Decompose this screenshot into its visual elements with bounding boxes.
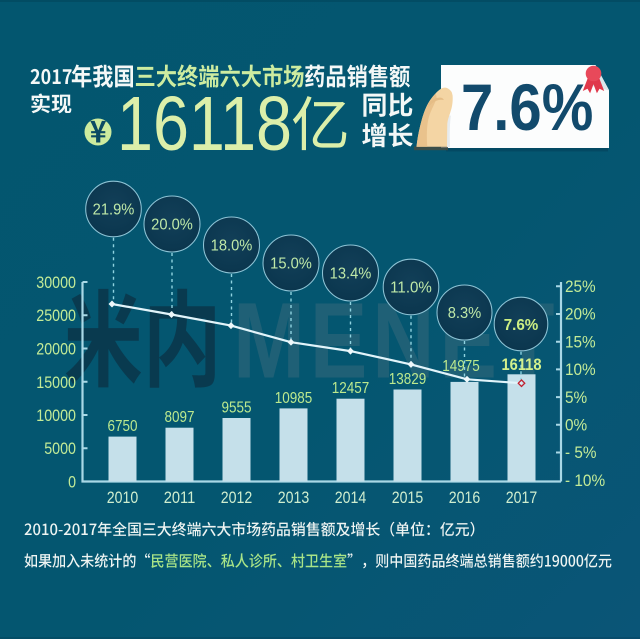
svg-text:2013: 2013 (278, 489, 310, 507)
svg-text:20.0%: 20.0% (151, 217, 193, 234)
svg-text:- 10%: - 10% (565, 472, 605, 490)
svg-text:13829: 13829 (389, 371, 427, 388)
svg-text:5%: 5% (565, 389, 587, 407)
svg-text:10000: 10000 (36, 406, 76, 425)
svg-text:2015: 2015 (392, 489, 424, 507)
svg-text:8097: 8097 (165, 409, 195, 426)
svg-text:16118: 16118 (502, 356, 542, 374)
svg-text:10985: 10985 (275, 390, 313, 407)
svg-text:15%: 15% (565, 333, 596, 351)
svg-text:9555: 9555 (222, 400, 252, 417)
svg-text:2014: 2014 (335, 489, 367, 507)
svg-text:- 5%: - 5% (565, 444, 597, 462)
svg-text:2016: 2016 (449, 489, 481, 507)
svg-text:13.4%: 13.4% (330, 266, 372, 283)
svg-text:11.0%: 11.0% (390, 280, 432, 297)
svg-text:7.6%: 7.6% (461, 72, 593, 145)
svg-text:2010: 2010 (107, 489, 139, 507)
svg-text:2017: 2017 (506, 489, 538, 507)
svg-text:30000: 30000 (36, 273, 76, 292)
svg-text:0%: 0% (565, 417, 587, 435)
svg-text:15000: 15000 (36, 373, 76, 392)
svg-text:14975: 14975 (442, 358, 480, 375)
svg-text:18.0%: 18.0% (211, 238, 253, 255)
svg-text:2011: 2011 (164, 489, 196, 507)
svg-text:21.9%: 21.9% (93, 202, 135, 219)
svg-text:6750: 6750 (108, 418, 138, 435)
svg-text:0: 0 (68, 473, 76, 492)
svg-text:7.6%: 7.6% (504, 317, 539, 334)
svg-text:25000: 25000 (36, 306, 76, 325)
svg-text:12457: 12457 (332, 380, 370, 397)
svg-text:8.3%: 8.3% (448, 305, 482, 322)
svg-text:20%: 20% (565, 306, 596, 324)
svg-text:10%: 10% (565, 361, 596, 379)
svg-text:15.0%: 15.0% (270, 256, 312, 273)
svg-text:20000: 20000 (36, 340, 76, 359)
svg-text:5000: 5000 (44, 439, 76, 458)
svg-text:25%: 25% (565, 278, 596, 296)
svg-text:16118: 16118 (117, 82, 292, 168)
svg-text:2012: 2012 (221, 489, 253, 507)
